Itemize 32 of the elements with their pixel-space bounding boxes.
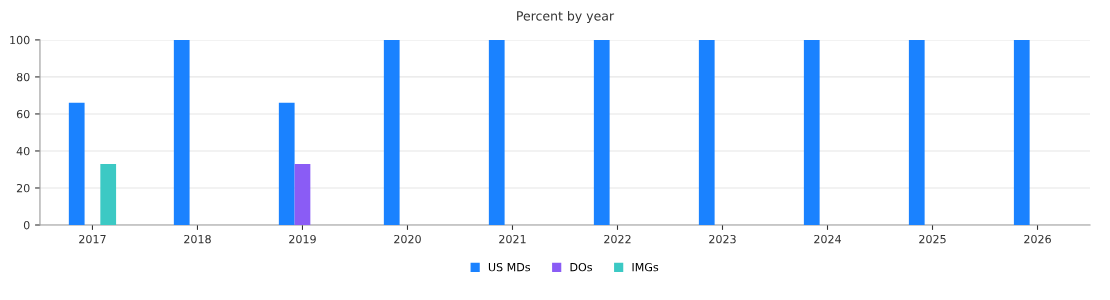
bar (803, 39, 820, 225)
x-tick-label: 2026 (1024, 234, 1051, 244)
x-tick-label: 2017 (79, 234, 106, 244)
bar (698, 39, 715, 225)
x-tick-label: 2021 (499, 234, 526, 244)
y-tick-label: 100 (10, 35, 30, 45)
bar (173, 39, 190, 225)
legend-label: DOs (570, 262, 593, 272)
y-tick-label: 80 (16, 72, 30, 82)
x-tick-label: 2018 (184, 234, 211, 244)
bar (100, 163, 117, 225)
bar (1013, 39, 1030, 225)
bar (294, 163, 311, 225)
x-tick-label: 2020 (394, 234, 421, 244)
bar (488, 39, 505, 225)
x-tick-label: 2024 (814, 234, 842, 244)
y-tick-label: 40 (16, 146, 30, 156)
bar (278, 102, 295, 225)
x-tick-label: 2023 (709, 234, 736, 244)
bar (593, 39, 610, 225)
bar (68, 102, 85, 225)
y-tick-label: 60 (16, 109, 30, 119)
bar (908, 39, 925, 225)
x-tick-label: 2019 (289, 234, 316, 244)
chart-title: Percent by year (517, 10, 615, 24)
y-tick-label: 20 (16, 183, 30, 193)
legend-label: IMGs (632, 262, 659, 272)
x-tick-label: 2022 (604, 234, 631, 244)
legend-label: US MDs (488, 262, 531, 272)
bar (383, 39, 400, 225)
y-tick-label: 0 (23, 220, 30, 230)
x-tick-label: 2025 (919, 234, 946, 244)
